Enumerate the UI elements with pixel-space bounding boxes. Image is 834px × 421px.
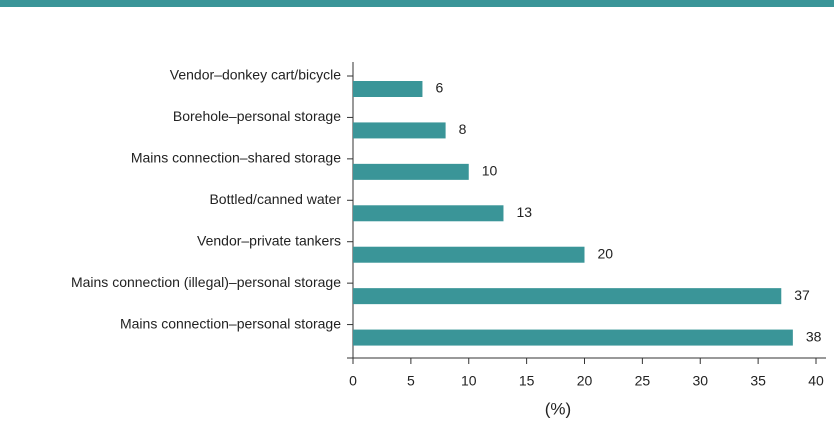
y-tick-label: Bottled/canned water — [209, 191, 341, 207]
x-tick-label: 35 — [750, 373, 766, 389]
x-tick-label: 5 — [407, 373, 415, 389]
value-label: 8 — [459, 121, 467, 137]
x-axis-label: (%) — [545, 399, 571, 418]
value-label: 20 — [598, 245, 614, 261]
bar — [353, 122, 446, 139]
bar — [353, 205, 504, 222]
bar — [353, 81, 423, 97]
x-tick-label: 25 — [635, 373, 651, 389]
value-label: 38 — [806, 328, 822, 344]
bar — [353, 288, 782, 305]
bar — [353, 246, 585, 263]
x-tick-label: 15 — [519, 373, 535, 389]
x-tick-label: 0 — [349, 373, 357, 389]
x-tick-label: 40 — [808, 373, 824, 389]
y-tick-label: Vendor–private tankers — [197, 232, 341, 248]
value-label: 37 — [794, 287, 810, 303]
y-tick-label: Mains connection–shared storage — [131, 150, 341, 166]
x-tick-label: 20 — [577, 373, 593, 389]
header-band — [0, 0, 834, 7]
x-tick-label: 10 — [461, 373, 477, 389]
y-tick-label: Borehole–personal storage — [173, 108, 341, 124]
y-tick-label: Mains connection–personal storage — [120, 315, 341, 331]
bar — [353, 329, 793, 346]
value-label: 6 — [435, 80, 443, 96]
y-tick-label: Mains connection (illegal)–personal stor… — [71, 274, 341, 290]
value-label: 10 — [482, 163, 498, 179]
value-label: 13 — [516, 204, 532, 220]
y-tick-label: Vendor–donkey cart/bicycle — [170, 67, 341, 83]
x-tick-label: 30 — [692, 373, 708, 389]
bar — [353, 163, 469, 180]
